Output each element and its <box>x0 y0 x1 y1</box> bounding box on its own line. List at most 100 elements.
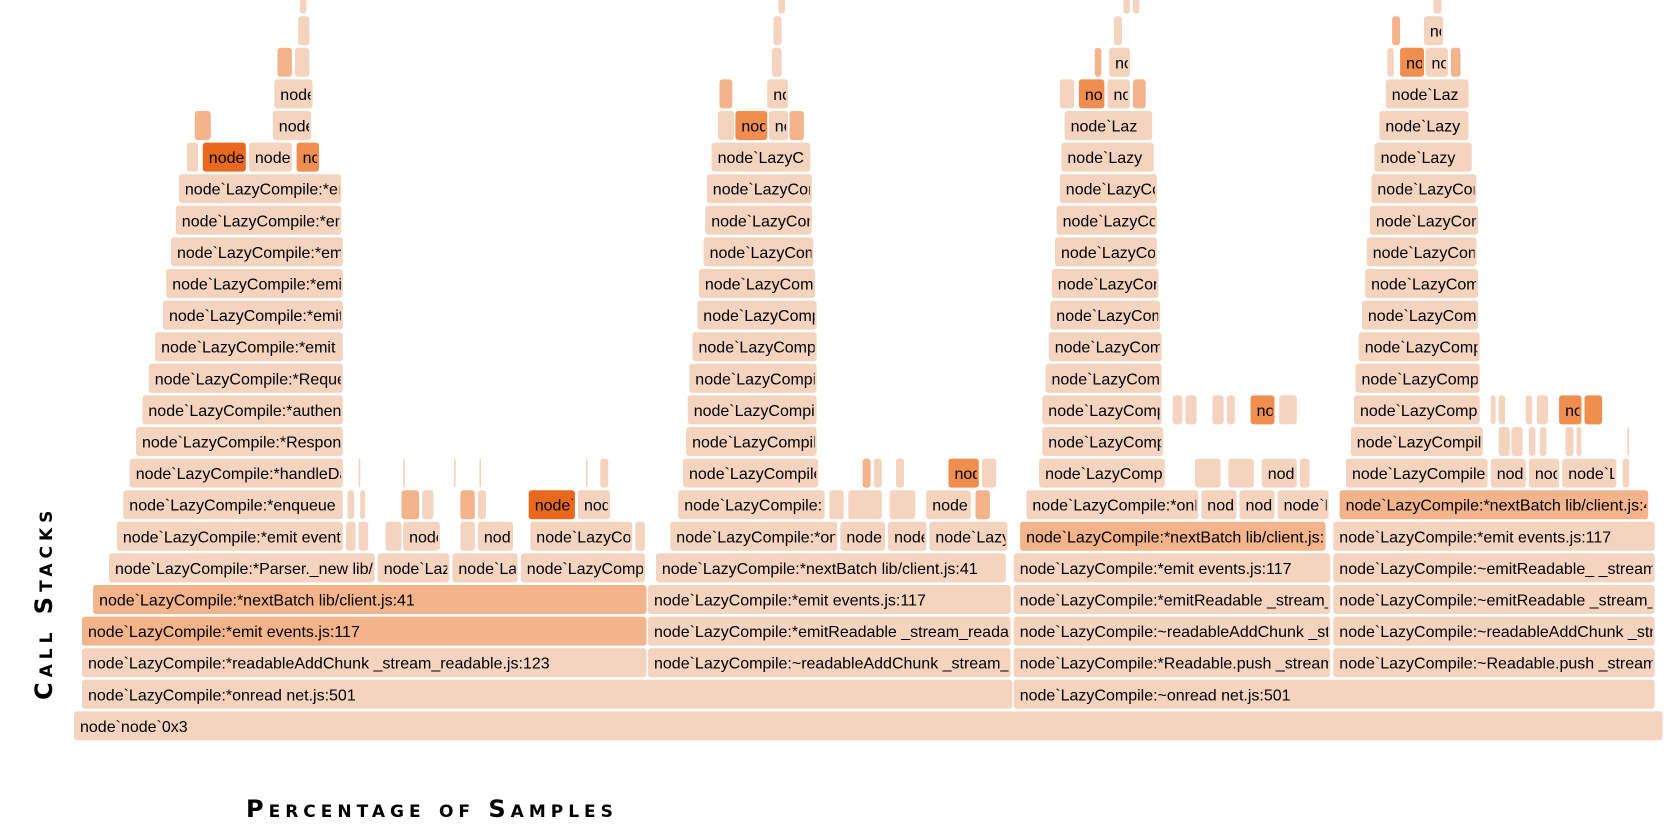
stack-frame-bar[interactable] <box>460 521 475 551</box>
stack-frame[interactable]: node` <box>248 142 296 172</box>
stack-frame[interactable] <box>460 490 475 520</box>
stack-frame-bar[interactable] <box>1299 458 1310 488</box>
stack-frame-bar[interactable] <box>1536 395 1548 425</box>
stack-frame-bar[interactable] <box>1576 427 1582 456</box>
stack-frame[interactable]: node`Lazy <box>1061 142 1154 172</box>
stack-frame[interactable]: node`LazyCompile:*emit <box>1366 237 1548 267</box>
stack-frame-bar[interactable] <box>1051 269 1159 298</box>
stack-frame-bar[interactable] <box>385 521 402 551</box>
stack-frame[interactable]: node`LazyCompile:*handleData <box>129 458 362 488</box>
stack-frame[interactable] <box>862 458 871 488</box>
stack-frame[interactable]: node`Laz <box>1064 111 1153 140</box>
stack-frame[interactable]: node`LazyCompile:*emit <box>1350 427 1532 456</box>
stack-frame[interactable] <box>1622 458 1630 488</box>
stack-frame-bar[interactable] <box>1450 47 1461 77</box>
stack-frame[interactable] <box>358 458 361 488</box>
stack-frame[interactable] <box>773 16 782 46</box>
stack-frame-bar[interactable] <box>706 174 812 204</box>
stack-frame[interactable] <box>772 47 782 77</box>
stack-frame-bar[interactable] <box>648 585 1011 614</box>
stack-frame[interactable]: node`LazyCompile:*emit <box>1371 174 1552 204</box>
stack-frame[interactable] <box>600 458 609 488</box>
stack-frame-bar[interactable] <box>142 395 343 425</box>
stack-frame-bar[interactable] <box>403 521 440 551</box>
stack-frame[interactable]: node`LazyCompile:*emit <box>706 174 888 204</box>
stack-frame[interactable]: node`LazyCompile:*emit <box>698 269 880 298</box>
stack-frame-bar[interactable] <box>202 142 246 172</box>
stack-frame[interactable] <box>1113 16 1122 46</box>
stack-frame[interactable]: node` <box>1239 490 1287 520</box>
stack-frame[interactable]: node` <box>948 458 996 488</box>
stack-frame[interactable]: node`LazyCompile:~readableAddChunk _stre… <box>1013 616 1485 646</box>
stack-frame[interactable] <box>586 458 588 488</box>
stack-frame[interactable] <box>1228 458 1254 488</box>
stack-frame-bar[interactable] <box>1064 111 1153 140</box>
stack-frame-bar[interactable] <box>194 111 211 140</box>
stack-frame[interactable] <box>1498 427 1510 456</box>
stack-frame[interactable]: node` <box>202 142 250 172</box>
stack-frame[interactable]: node`LazyCompile:*emit <box>1361 300 1543 330</box>
stack-frame-bar[interactable] <box>1540 427 1547 456</box>
stack-frame[interactable] <box>1299 458 1310 488</box>
stack-frame-bar[interactable] <box>703 237 814 267</box>
stack-frame-bar[interactable] <box>1333 553 1655 583</box>
stack-frame-bar[interactable] <box>1109 47 1130 77</box>
stack-frame[interactable]: node`LazyCompile:*emit <box>163 300 344 330</box>
stack-frame-bar[interactable] <box>1627 427 1630 456</box>
stack-frame[interactable]: node`LazyCompile:*emit events.js:117 <box>648 585 1011 614</box>
stack-frame[interactable]: node` <box>1400 47 1447 77</box>
stack-frame[interactable]: node`LazyCompile:*emit <box>1355 363 1537 393</box>
stack-frame[interactable]: node` <box>1528 458 1576 488</box>
stack-frame-bar[interactable] <box>705 205 812 235</box>
stack-frame[interactable]: node`node`0x3 <box>74 711 1663 741</box>
stack-frame-bar[interactable] <box>929 521 1008 551</box>
stack-frame-bar[interactable] <box>1172 395 1183 425</box>
stack-frame[interactable] <box>1450 47 1461 77</box>
stack-frame-bar[interactable] <box>1371 174 1477 204</box>
stack-frame-bar[interactable] <box>692 332 817 362</box>
stack-frame-bar[interactable] <box>1498 395 1506 425</box>
stack-frame-bar[interactable] <box>848 490 882 520</box>
stack-frame-bar[interactable] <box>1423 16 1444 46</box>
stack-frame[interactable]: node`LazyCompile:*emit <box>1045 363 1227 393</box>
stack-frame-bar[interactable] <box>360 490 366 520</box>
stack-frame-bar[interactable] <box>1490 458 1526 488</box>
stack-frame-bar[interactable] <box>697 300 817 330</box>
stack-frame-bar[interactable] <box>778 0 785 14</box>
stack-frame-bar[interactable] <box>1490 395 1496 425</box>
stack-frame[interactable]: node`LazyCompile:*emit events.js:117 <box>1333 521 1655 551</box>
stack-frame-bar[interactable] <box>109 553 375 583</box>
stack-frame-bar[interactable] <box>171 237 343 267</box>
stack-frame[interactable]: node`LazyCompile:*emit <box>689 363 870 393</box>
stack-frame-bar[interactable] <box>295 47 310 77</box>
stack-frame[interactable]: node`L <box>1562 458 1618 488</box>
stack-frame-bar[interactable] <box>1350 427 1483 456</box>
stack-frame[interactable]: node`LazyCompile:*onData lib/client.js <box>520 553 801 583</box>
stack-frame[interactable]: node`LazyCompile:~emitReadable_ _stream_… <box>1333 553 1678 583</box>
stack-frame-bar[interactable] <box>1358 332 1480 362</box>
stack-frame-bar[interactable] <box>277 47 292 77</box>
stack-frame-bar[interactable] <box>1212 395 1224 425</box>
stack-frame-bar[interactable] <box>1226 395 1235 425</box>
stack-frame[interactable]: node`LazyCompile:*emit <box>692 332 874 362</box>
stack-frame-bar[interactable] <box>1525 395 1533 425</box>
stack-frame[interactable]: node` <box>477 521 525 551</box>
stack-frame-bar[interactable] <box>975 490 990 520</box>
stack-frame-bar[interactable] <box>401 490 420 520</box>
stack-frame[interactable] <box>1123 0 1130 14</box>
stack-frame[interactable] <box>479 458 482 488</box>
stack-frame[interactable]: node`LazyCompile:*emit <box>171 237 352 267</box>
stack-frame[interactable] <box>1392 16 1401 46</box>
stack-frame-bar[interactable] <box>1374 142 1472 172</box>
stack-frame-bar[interactable] <box>1059 79 1075 109</box>
stack-frame[interactable] <box>403 458 405 488</box>
stack-frame[interactable]: node`LazyCompile:*emit <box>1365 269 1546 298</box>
stack-frame-bar[interactable] <box>1045 363 1162 393</box>
stack-frame-bar[interactable] <box>678 490 825 520</box>
stack-frame[interactable] <box>194 111 211 140</box>
stack-frame[interactable]: node`LazyCompile:*nextBatch lib/client.j… <box>655 553 1006 583</box>
stack-frame[interactable]: node` <box>1250 395 1298 425</box>
stack-frame-bar[interactable] <box>345 521 356 551</box>
stack-frame-bar[interactable] <box>600 458 609 488</box>
stack-frame[interactable]: node`LazyCompile:*emit <box>687 395 869 425</box>
